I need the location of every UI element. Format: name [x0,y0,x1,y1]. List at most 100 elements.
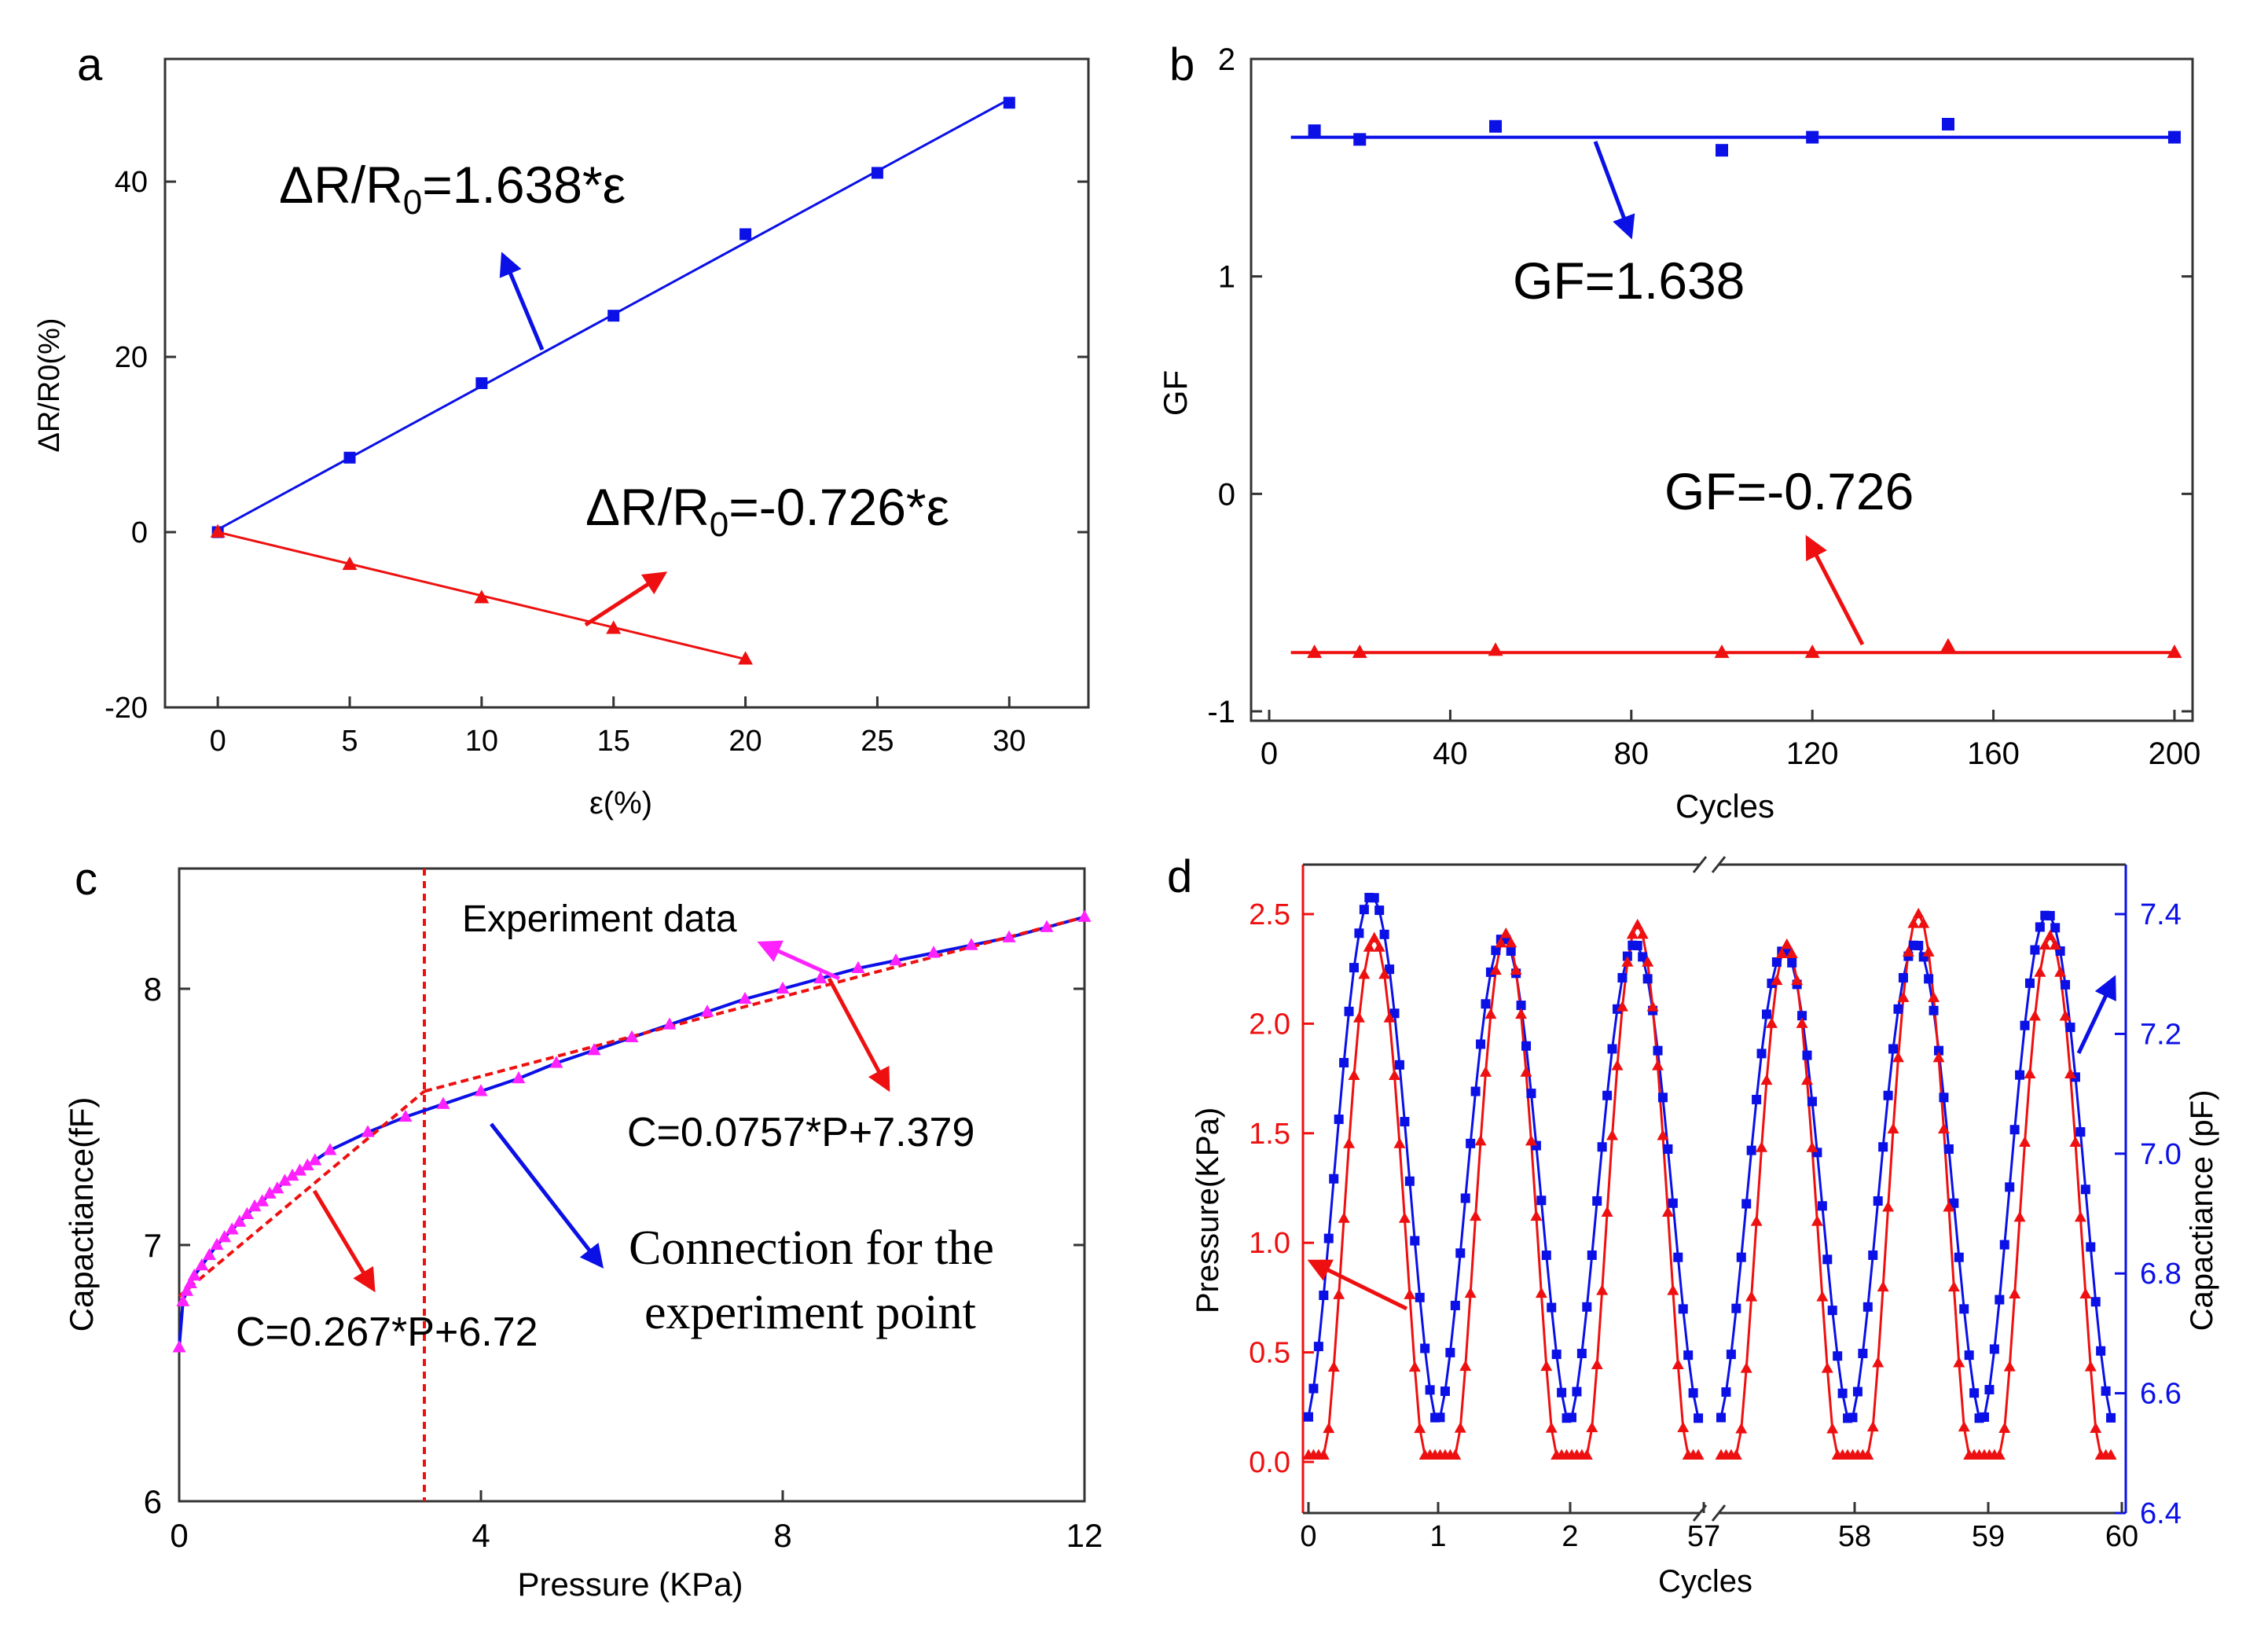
pressure-point [1530,1210,1543,1221]
panel-a: a 0 5 10 15 20 25 30 -20 0 20 40 ε(%) ΔR/R0(%) ΔR/… [33,39,1090,821]
y-tick-label-a: 0 [131,516,148,549]
x-tick-label-d: 60 [2105,1520,2138,1553]
x-tick-label-b: 40 [1433,736,1468,771]
pressure-point [2090,1422,2102,1433]
data-point-red [1307,645,1323,659]
experiment-point [180,1284,194,1296]
x-tick-label-c: 4 [472,1517,490,1554]
capacitance-point [1984,1385,1995,1395]
pressure-point [1580,1449,1593,1460]
pressure-point [1510,964,1522,975]
data-point-blue [1353,133,1367,146]
capacitance-point [1516,1001,1526,1011]
axes-a: 0 5 10 15 20 25 30 -20 0 20 40 [105,166,1088,758]
x-tick-label-a: 10 [465,725,498,758]
y-tick-label-a: 20 [115,341,148,374]
capacitance-point [1572,1386,1582,1397]
capacitance-point [1359,905,1369,915]
pressure-point [1499,927,1512,938]
pressure-point [1882,1200,1895,1212]
capacitance-point [1756,1049,1767,1059]
capacitance-point [1752,1094,1762,1104]
data-point-blue [1806,130,1819,144]
capacitance-point [1883,1090,1893,1100]
capacitance-point [1551,1350,1562,1360]
pressure-point [1646,1001,1659,1012]
plot-frame-a [163,57,1090,709]
capacitance-point [1541,1251,1551,1261]
pressure-point [1383,1012,1396,1023]
x-tick-label-b: 200 [2149,736,2201,771]
experiment-point [436,1096,450,1109]
capacitance-point [1547,1302,1557,1313]
capacitance-point [1460,1193,1470,1203]
axes-c: 0 4 8 12 6 7 8 [144,971,1103,1554]
pressure-point [2059,1009,2072,1021]
experiment-point [270,1181,284,1194]
capacitance-point [1731,1303,1741,1313]
x-tick-label-d: 1 [1429,1520,1446,1553]
pressure-point [1495,936,1507,948]
pressure-point [1626,927,1639,939]
data-point-blue [1308,124,1321,138]
capacitance-point [1688,1388,1698,1398]
pressure-point [1943,1200,1955,1212]
pressure-point [1586,1421,1598,1433]
pressure-point [1672,1358,1684,1370]
experiment-point [248,1199,262,1212]
x-tick-label-a: 30 [993,725,1026,758]
data-point-blue [1941,118,1954,130]
x-tick-label-a: 20 [728,725,762,758]
pressure-point [1918,917,1930,928]
pressure-point [1631,918,1644,930]
y-tick-label-a: 40 [115,166,148,199]
pressure-point [1389,1069,1401,1081]
pressure-point [1756,1141,1768,1152]
marks-a [210,97,1015,665]
capacitance-point [1964,1350,1974,1361]
pressure-point [1801,1074,1814,1085]
annotation-label-connection-2-c: experiment point [644,1286,976,1339]
pressure-point [1826,1423,1839,1434]
pressure-point [1333,1288,1345,1299]
capacitance-point [2015,1070,2025,1080]
pressure-point [1928,991,1940,1002]
capacitance-point [1989,1344,1999,1354]
y-tick-label-right-d: 6.6 [2140,1378,2182,1411]
x-tick-label-b: 80 [1614,736,1650,771]
y-tick-label-c: 6 [144,1483,162,1520]
pressure-point [1535,1287,1547,1298]
pressure-point [1414,1422,1426,1434]
pressure-point [1765,1017,1778,1028]
y-tick-label-left-d: 0.5 [1249,1337,1290,1370]
annotation-arrow-red-c [827,977,890,1093]
pressure-point [2009,1287,2021,1299]
capacitance-point [1567,1412,1576,1423]
capacitance-point [1445,1347,1455,1357]
pressure-point [1750,1215,1763,1226]
pressure-point [1907,917,1920,928]
capacitance-point [1587,1250,1597,1260]
x-axis-label-a: ε(%) [589,786,652,821]
experiment-point [225,1222,239,1235]
pressure-point [1470,1210,1482,1221]
capacitance-point [1491,946,1501,956]
capacitance-point [1339,1058,1349,1068]
capacitance-point [1440,1386,1450,1397]
annotation-arrow-magenta-c [757,940,841,981]
pressure-point [1591,1358,1603,1370]
capacitance-point [1668,1198,1678,1208]
pressure-point [1821,1362,1833,1373]
experiment-point [172,1340,186,1353]
pressure-point [1661,1206,1674,1217]
pressure-point [1636,927,1649,939]
experiment-point [255,1194,270,1206]
y-tick-label-b: 0 [1218,477,1235,512]
capacitance-point [1761,1009,1771,1019]
pressure-point [2003,1361,2016,1372]
capacitance-point [1837,1388,1848,1398]
marks-d [1302,892,2117,1460]
data-point-blue [2167,130,2181,144]
y-tick-label-c: 8 [144,971,162,1008]
capacitance-point [1582,1302,1592,1312]
